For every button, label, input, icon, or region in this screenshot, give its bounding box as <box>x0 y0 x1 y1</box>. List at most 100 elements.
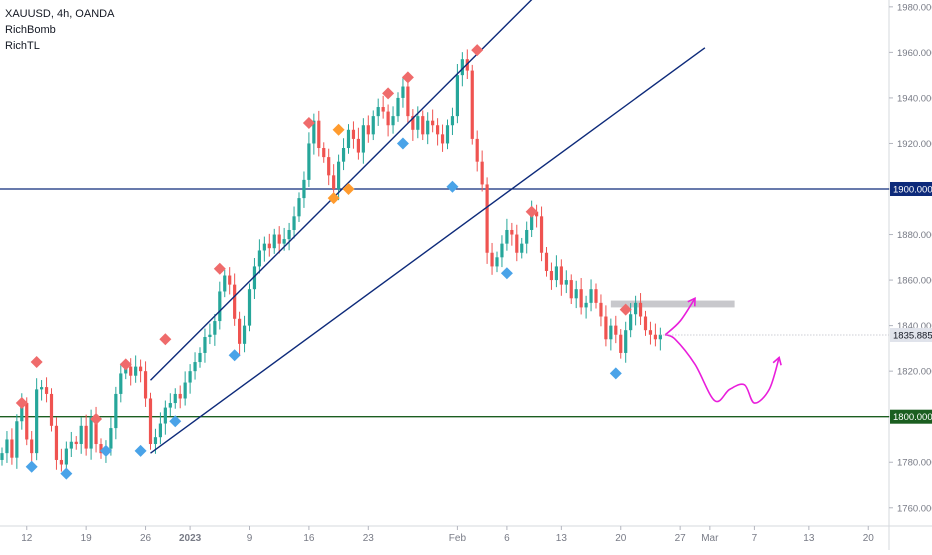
signal-marker-blue <box>134 444 147 457</box>
candle-body <box>589 289 593 303</box>
signal-marker-red <box>382 87 395 100</box>
candle-body <box>35 389 39 454</box>
support-price-label: 1800.000 <box>893 412 932 423</box>
candle-body <box>411 116 415 130</box>
candle-body <box>183 382 187 399</box>
candle-body <box>490 252 494 267</box>
candle-body <box>594 289 598 303</box>
candle-body <box>44 387 49 394</box>
candle-body <box>634 302 638 315</box>
candle-body <box>653 334 657 340</box>
candle-body <box>648 330 653 335</box>
candle-body <box>94 416 98 445</box>
candle-body <box>114 393 118 429</box>
time-tick-label: 20 <box>615 533 627 544</box>
candle-body <box>401 86 405 98</box>
candle-body <box>356 138 360 153</box>
candle-body <box>475 138 479 162</box>
candle-body <box>213 321 217 335</box>
candle-body <box>629 314 633 331</box>
indicator-richbomb[interactable]: RichBomb <box>5 24 56 36</box>
candle-body <box>109 428 113 449</box>
candle-body <box>99 444 103 454</box>
candle-body <box>25 403 29 440</box>
candle-body <box>277 234 281 244</box>
candle-body <box>10 439 14 458</box>
time-tick-label: 2023 <box>179 533 202 544</box>
candle-body <box>238 318 242 344</box>
candle-body <box>579 289 583 308</box>
candle-body <box>198 352 202 363</box>
candle-body <box>485 184 489 253</box>
candle-body <box>341 148 346 162</box>
candle-body <box>178 393 182 399</box>
candle-body <box>30 439 34 454</box>
candle-body <box>312 120 316 144</box>
candle-body <box>525 229 529 244</box>
candle-body <box>371 116 375 135</box>
candle-body <box>228 275 232 285</box>
time-tick-label: 26 <box>140 533 152 544</box>
candle-body <box>569 280 573 299</box>
candle-body <box>584 302 588 308</box>
current-price-label: 1835.885 <box>893 330 932 341</box>
current-price-tag <box>890 327 932 342</box>
time-tick-label: Mar <box>701 533 719 544</box>
price-tick-label: 1860.000 <box>897 276 932 287</box>
candle-body <box>218 291 222 322</box>
candle-body <box>40 387 44 390</box>
chart-legend: XAUUSD, 4h, OANDA RichBomb RichTL <box>5 6 114 54</box>
time-tick-label: 16 <box>303 533 315 544</box>
signal-marker-blue <box>99 444 112 457</box>
candle-body <box>332 175 336 189</box>
signal-marker-red <box>619 303 632 316</box>
candle-body <box>89 416 93 449</box>
candle-body <box>262 243 266 251</box>
candle-body <box>346 129 351 149</box>
candle-body <box>287 229 291 240</box>
candle-body <box>322 148 326 158</box>
candle-body <box>257 250 261 267</box>
price-tick-label: 1980.000 <box>897 2 932 13</box>
time-tick-label: 12 <box>21 533 33 544</box>
candle-body <box>638 302 643 317</box>
candle-body <box>381 107 385 112</box>
candle-body <box>134 366 138 376</box>
candle-body <box>604 316 608 340</box>
candle-body <box>614 325 618 335</box>
candle-body <box>376 107 380 117</box>
price-tick-label: 1780.000 <box>897 458 932 469</box>
resistance-price-tag <box>890 181 932 196</box>
signal-marker-red <box>30 356 43 369</box>
candle-body <box>148 398 153 445</box>
candle-body <box>549 270 554 281</box>
candle-body <box>233 284 237 319</box>
projection-path-down <box>664 333 780 404</box>
price-tick-label: 1880.000 <box>897 230 932 241</box>
candle-body <box>84 425 88 449</box>
support-price-tag <box>890 409 932 424</box>
candle-body <box>272 234 276 249</box>
candle-body <box>173 393 177 404</box>
signal-marker-orange <box>327 192 340 205</box>
candle-body <box>544 252 549 271</box>
candle-body <box>223 275 227 292</box>
candle-body <box>267 243 271 249</box>
candle-body <box>599 302 603 317</box>
signal-marker-blue <box>609 367 622 380</box>
price-tick-label: 1960.000 <box>897 48 932 59</box>
candle-body <box>564 280 568 285</box>
candle-body <box>203 337 207 353</box>
candle-body <box>609 325 613 340</box>
candle-body <box>337 161 341 189</box>
candle-body <box>505 229 509 244</box>
candle-body <box>69 441 73 449</box>
candle-body <box>282 239 286 244</box>
candle-body <box>470 70 474 139</box>
signal-marker-blue <box>228 349 241 362</box>
indicator-richtl[interactable]: RichTL <box>5 40 40 52</box>
price-tick-label: 1840.000 <box>897 321 932 332</box>
symbol-line[interactable]: XAUUSD, 4h, OANDA <box>5 8 115 20</box>
